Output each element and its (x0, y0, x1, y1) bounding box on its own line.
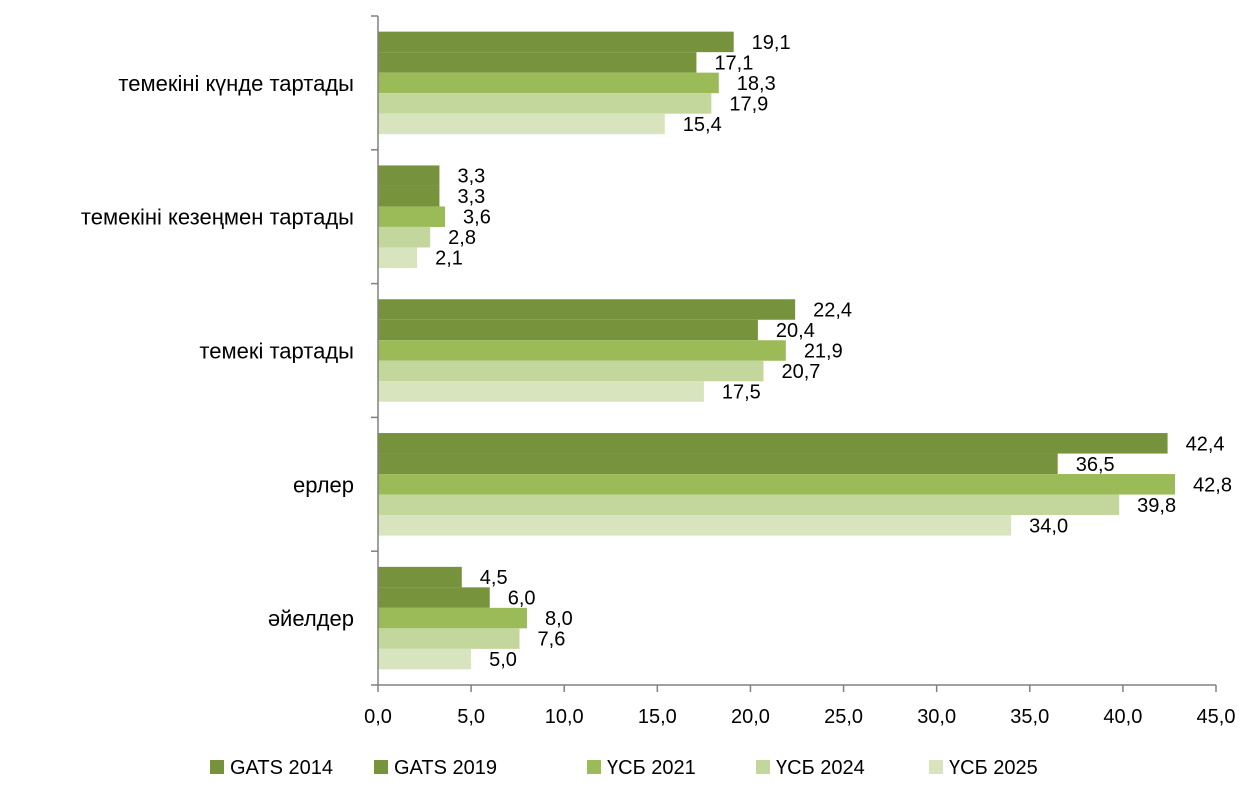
legend-label-4: ҮСБ 2024 (776, 757, 865, 779)
bar-4-5 (378, 515, 1012, 536)
value-label-4-2: 36,5 (1076, 454, 1115, 476)
legend: GATS 2014 GATS 2019 ҮСБ 2021 ҮСБ 2024 ҮСБ 20… (210, 757, 1038, 779)
value-label-1-5: 15,4 (683, 114, 722, 136)
bar-3-2 (378, 319, 758, 341)
legend-label-2: GATS 2019 (394, 757, 497, 779)
value-label-5-5: 5,0 (489, 649, 517, 671)
bar-2-3 (378, 206, 446, 227)
value-label-4-5: 34,0 (1029, 515, 1068, 537)
x-tick-label-8: 40,0 (1103, 706, 1142, 728)
bar-3-1 (378, 299, 796, 320)
x-tick-label-7: 35,0 (1010, 706, 1049, 728)
bar-4-1 (378, 433, 1168, 454)
bar-3-4 (378, 360, 764, 382)
x-tick-label-6: 30,0 (917, 706, 956, 728)
category-label-2: темекіні кезеңмен тартады (81, 205, 354, 230)
axes: темекіні күнде тартады темекіні кезеңмен … (81, 15, 1236, 728)
category-label-4: ерлер (293, 472, 354, 497)
value-label-3-1: 22,4 (813, 300, 852, 322)
category-label-1: темекіні күнде тартады (118, 71, 354, 96)
legend-swatch-2 (374, 760, 388, 774)
x-tick-label-0: 0,0 (364, 706, 392, 728)
value-label-5-3: 8,0 (545, 608, 573, 630)
x-tick-label-1: 5,0 (457, 706, 485, 728)
bar-5-4 (378, 628, 520, 649)
value-label-5-1: 4,5 (480, 567, 508, 589)
value-label-1-3: 18,3 (737, 73, 776, 95)
legend-swatch-3 (587, 760, 601, 774)
bar-1-2 (378, 52, 697, 73)
bar-1-5 (378, 113, 665, 135)
value-label-3-4: 20,7 (781, 361, 820, 383)
legend-label-1: GATS 2014 (230, 757, 333, 779)
legend-swatch-4 (756, 760, 770, 774)
x-tick-label-2: 10,0 (545, 706, 584, 728)
legend-label-5: ҮСБ 2025 (949, 757, 1038, 779)
plot-area: 19,117,118,317,915,43,33,33,62,82,122,42… (378, 31, 1232, 671)
x-tick-label-9: 45,0 (1197, 706, 1236, 728)
value-label-3-5: 17,5 (722, 382, 761, 404)
legend-swatch-5 (929, 760, 943, 774)
value-label-2-5: 2,1 (435, 248, 463, 270)
bar-3-5 (378, 381, 704, 402)
bar-1-1 (378, 31, 734, 53)
bar-3-3 (378, 340, 786, 361)
x-tick-label-3: 15,0 (638, 706, 677, 728)
x-tick-label-5: 25,0 (824, 706, 863, 728)
bar-4-2 (378, 453, 1058, 475)
bar-5-3 (378, 607, 527, 629)
value-label-4-1: 42,4 (1186, 433, 1225, 455)
value-label-3-3: 21,9 (804, 341, 843, 363)
bar-5-2 (378, 587, 490, 608)
value-label-4-4: 39,8 (1137, 495, 1176, 517)
value-label-2-1: 3,3 (457, 166, 485, 188)
value-label-1-4: 17,9 (729, 93, 768, 115)
category-label-5: әйелдер (268, 606, 354, 631)
legend-swatch-1 (210, 760, 224, 774)
category-label-3: темекі тартады (199, 339, 354, 364)
x-tick-label-4: 20,0 (731, 706, 770, 728)
value-label-1-2: 17,1 (714, 52, 753, 74)
bar-2-2 (378, 185, 440, 207)
value-label-5-2: 6,0 (508, 588, 536, 610)
value-label-4-3: 42,8 (1193, 474, 1232, 496)
value-label-2-4: 2,8 (448, 227, 476, 249)
value-label-2-2: 3,3 (457, 186, 485, 208)
bar-1-3 (378, 72, 719, 94)
bar-4-3 (378, 474, 1176, 495)
value-label-5-4: 7,6 (538, 629, 566, 651)
bar-4-4 (378, 494, 1120, 516)
bar-1-4 (378, 93, 712, 114)
legend-label-3: ҮСБ 2021 (607, 757, 696, 779)
bar-2-4 (378, 226, 431, 248)
bar-5-5 (378, 648, 472, 670)
value-label-3-2: 20,4 (776, 320, 815, 342)
bar-5-1 (378, 566, 462, 588)
bar-2-5 (378, 247, 418, 268)
value-label-2-3: 3,6 (463, 207, 491, 229)
value-label-1-1: 19,1 (752, 32, 791, 54)
bar-2-1 (378, 165, 440, 186)
